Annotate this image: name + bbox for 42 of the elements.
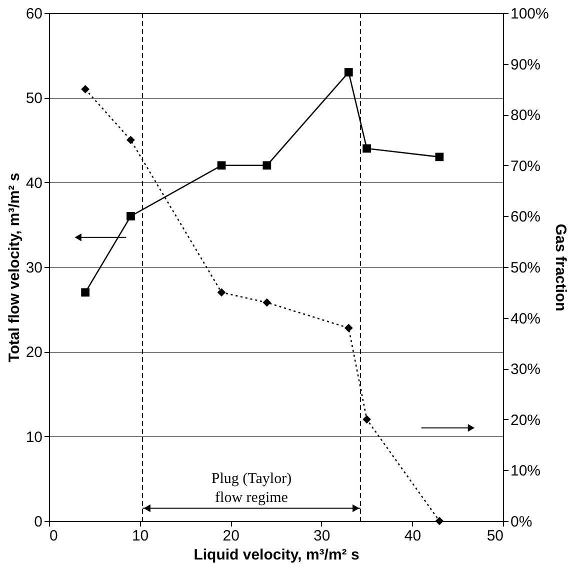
x-tick-label: 40 — [404, 528, 422, 544]
point — [81, 288, 90, 297]
point — [262, 161, 272, 170]
point — [81, 85, 90, 94]
y2-tick-label: 60% — [510, 208, 541, 226]
y-tick-label: 30 — [26, 260, 42, 276]
x-tick-label: 10 — [132, 528, 149, 544]
annotation: Plug (Taylor) flow regime — [211, 470, 292, 506]
x-tick-label: 20 — [222, 528, 240, 544]
point — [262, 298, 272, 307]
y2-tick-label: 50% — [510, 260, 541, 276]
point — [435, 516, 444, 526]
y2-tick-label: 40% — [510, 310, 541, 328]
y2-tick-label: 70% — [510, 158, 541, 175]
point — [126, 212, 135, 220]
point — [362, 415, 371, 424]
x-tick-label: 50 — [486, 528, 504, 544]
y-tick-label: 60 — [26, 6, 42, 22]
y2-tick-label: 10% — [510, 462, 541, 480]
y2-tick-label: 30% — [510, 361, 541, 378]
y2-tick-label: 0% — [510, 514, 532, 530]
y2-tick-label: 100% — [510, 6, 549, 22]
y2-tick-label: 20% — [510, 412, 541, 429]
x-tick-label: 0 — [50, 528, 58, 544]
point — [344, 68, 353, 76]
y-tick-label: 0 — [34, 514, 42, 530]
x-axis-title: Liquid velocity, m³/m² s — [194, 546, 360, 564]
y2-axis-title: Gas fraction — [552, 224, 569, 312]
y-tick-label: 10 — [26, 428, 42, 446]
point — [362, 144, 371, 153]
y-axis-title: Total flow velocity, m³/m² s — [6, 172, 23, 362]
point — [344, 324, 353, 332]
y-tick-label: 40 — [26, 174, 42, 192]
y2-tick-label: 80% — [510, 107, 541, 124]
point — [217, 161, 226, 170]
y2-tick-label: 90% — [510, 56, 541, 74]
point — [217, 288, 226, 297]
x-tick-label: 30 — [314, 528, 330, 544]
point — [126, 136, 135, 144]
y-tick-label: 50 — [26, 90, 42, 108]
y-tick-label: 20 — [26, 344, 42, 362]
point — [435, 152, 444, 162]
